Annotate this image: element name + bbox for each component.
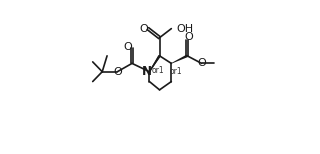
Text: O: O	[113, 67, 122, 77]
Text: O: O	[184, 32, 193, 42]
Polygon shape	[171, 55, 188, 64]
Text: or1: or1	[170, 67, 182, 76]
Text: or1: or1	[151, 66, 164, 75]
Text: O: O	[139, 24, 148, 34]
Text: O: O	[197, 58, 206, 68]
Polygon shape	[149, 55, 161, 72]
Text: N: N	[142, 65, 152, 78]
Text: O: O	[124, 42, 132, 52]
Text: OH: OH	[177, 24, 194, 34]
